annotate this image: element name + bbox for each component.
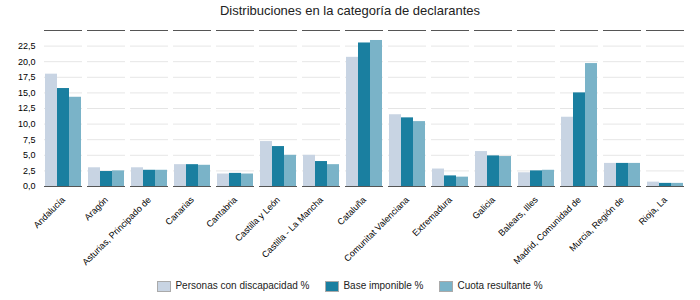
svg-text:Murcia, Región de: Murcia, Región de	[567, 195, 626, 254]
svg-text:Rioja, La: Rioja, La	[637, 195, 669, 227]
svg-text:20,0: 20,0	[18, 57, 36, 67]
svg-text:Cataluña: Cataluña	[335, 195, 368, 228]
svg-text:Cantabria: Cantabria	[204, 195, 239, 230]
svg-text:2,5: 2,5	[23, 166, 36, 176]
html-text:Base imponible %: Base imponible %	[343, 280, 424, 291]
svg-text:Comunitat Valenciana: Comunitat Valenciana	[342, 195, 411, 264]
svg-text:Aragón: Aragón	[82, 195, 110, 223]
svg-text:Galicia: Galicia	[470, 195, 497, 222]
svg-text:17,5: 17,5	[18, 72, 36, 82]
svg-text:Balears, Illes: Balears, Illes	[496, 194, 540, 238]
svg-text:Castilla - La Mancha: Castilla - La Mancha	[260, 195, 325, 260]
svg-text:7,5: 7,5	[23, 135, 36, 145]
svg-text:Andalucía: Andalucía	[32, 195, 67, 230]
svg-text:15,0: 15,0	[18, 88, 36, 98]
svg-text:5,0: 5,0	[23, 150, 36, 160]
svg-text:12,5: 12,5	[18, 103, 36, 113]
svg-text:Asturias, Principado de: Asturias, Principado de	[80, 195, 153, 268]
svg-text:Madrid, Comunidad de: Madrid, Comunidad de	[511, 195, 582, 266]
svg-text:0,0: 0,0	[23, 181, 36, 191]
svg-text:Extremadura: Extremadura	[410, 195, 454, 239]
svg-text:Castilla y León: Castilla y León	[233, 195, 282, 244]
svg-text:10,0: 10,0	[18, 119, 36, 129]
html-text:Distribuciones en la categoría: Distribuciones en la categoría de declar…	[219, 3, 481, 18]
html-text:Cuota resultante %: Cuota resultante %	[457, 280, 543, 291]
svg-text:Canarias: Canarias	[163, 194, 196, 227]
html-text:Personas con discapacidad %: Personas con discapacidad %	[175, 280, 310, 291]
svg-text:22,5: 22,5	[18, 41, 36, 51]
